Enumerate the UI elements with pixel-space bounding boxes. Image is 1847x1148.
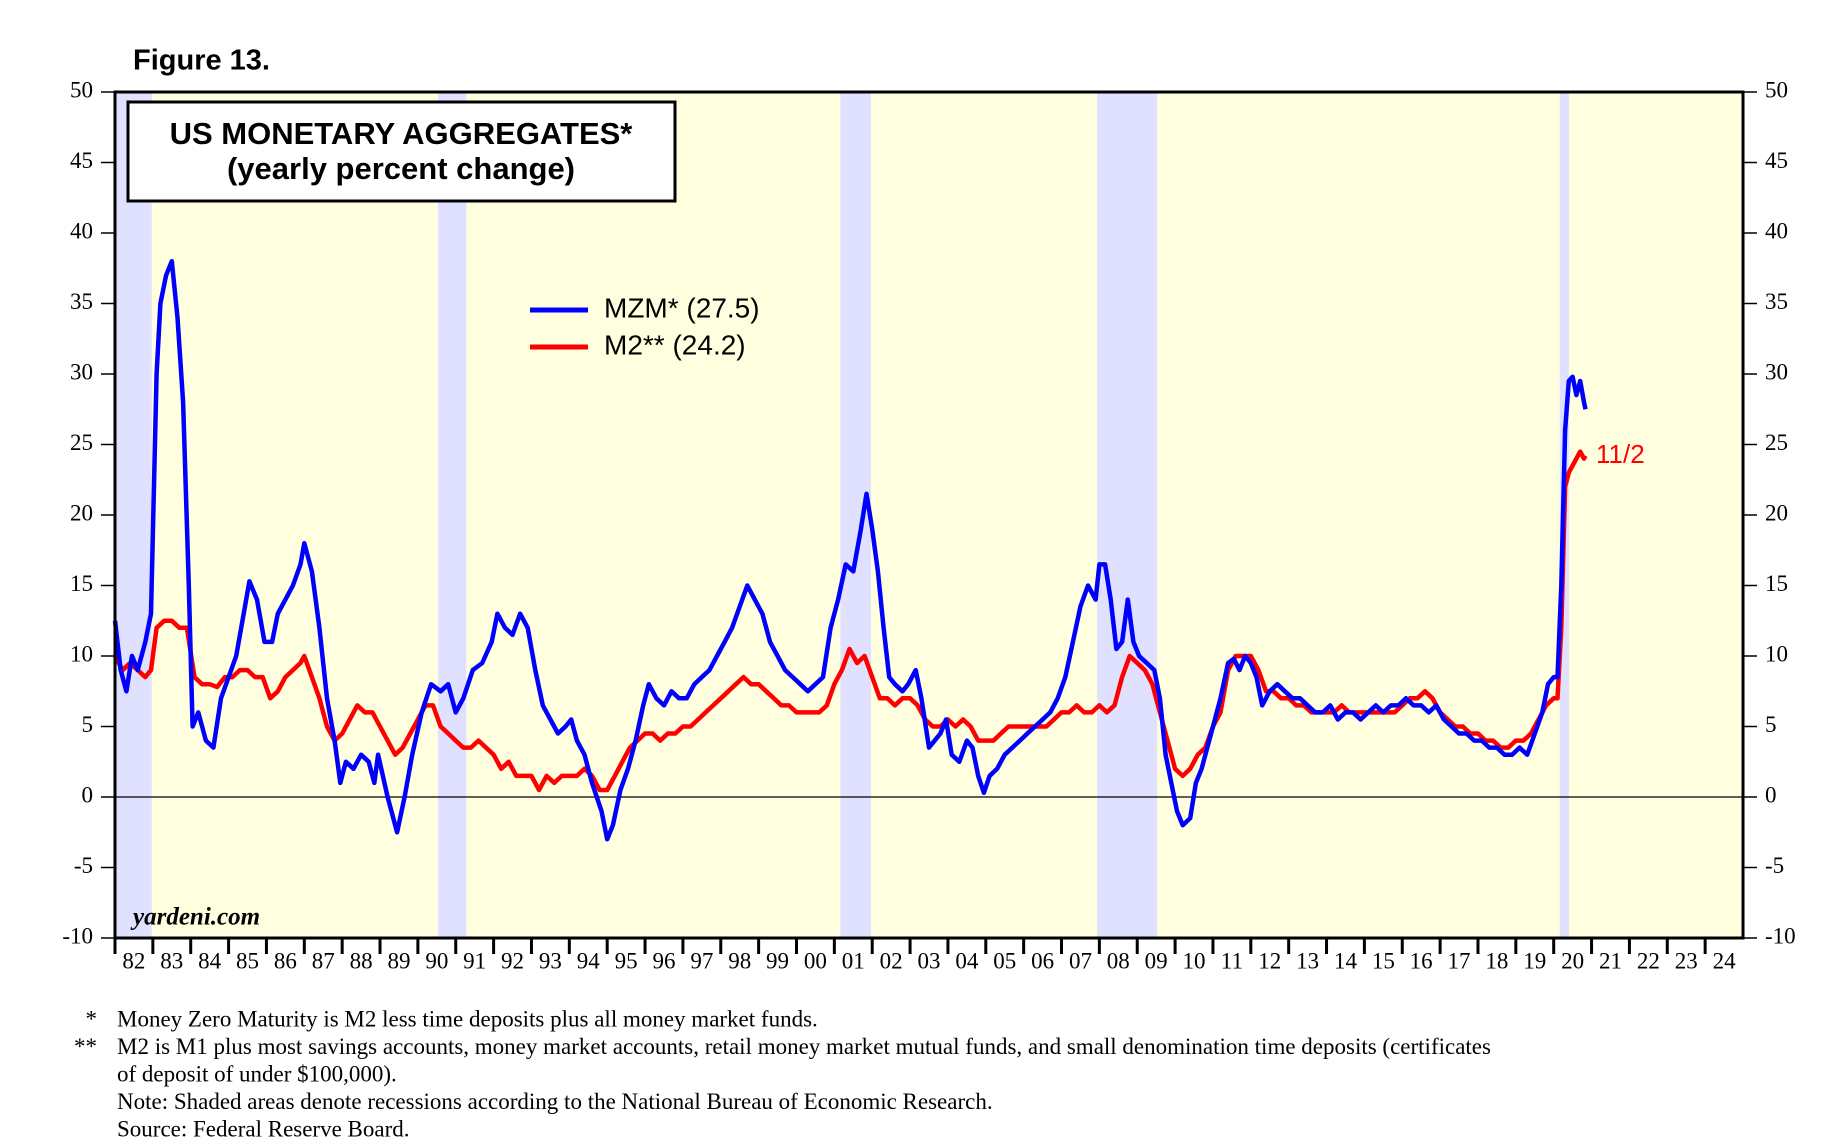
x-tick-label: 15 (1372, 948, 1395, 973)
figure-label: Figure 13. (133, 45, 270, 77)
x-tick-label: 20 (1561, 948, 1584, 973)
x-tick-label: 08 (1107, 948, 1130, 973)
x-tick-label: 21 (1599, 948, 1622, 973)
x-tick-label: 05 (993, 948, 1016, 973)
annotation: 11/2 (1596, 439, 1645, 469)
y-tick-label: 10 (70, 641, 93, 666)
x-tick-label: 16 (1410, 948, 1433, 973)
x-tick-label: 01 (842, 948, 865, 973)
x-tick-label: 04 (955, 948, 979, 973)
y2-tick-label: 45 (1765, 148, 1788, 173)
x-tick-label: 84 (198, 948, 222, 973)
x-tick-label: 89 (387, 948, 410, 973)
y2-tick-label: 50 (1765, 77, 1788, 102)
x-tick-label: 88 (350, 948, 373, 973)
x-tick-label: 92 (501, 948, 524, 973)
y-tick-label: 50 (70, 77, 93, 102)
legend-label: MZM* (27.5) (604, 292, 760, 323)
x-tick-label: 14 (1334, 948, 1358, 973)
footnote: Note: Shaded areas denote recessions acc… (117, 1089, 993, 1114)
footnote: Money Zero Maturity is M2 less time depo… (117, 1006, 818, 1031)
footnote: of deposit of under $100,000). (117, 1061, 397, 1086)
x-tick-label: 85 (236, 948, 259, 973)
plot-background (115, 92, 1743, 938)
recession-band (115, 92, 152, 938)
x-tick-label: 96 (652, 948, 675, 973)
y2-tick-label: 15 (1765, 571, 1788, 596)
y2-tick-label: 0 (1765, 782, 1777, 807)
y2-tick-label: 40 (1765, 218, 1788, 243)
recession-band (437, 92, 467, 938)
y-tick-label: 20 (70, 500, 93, 525)
y-tick-label: 35 (70, 289, 93, 314)
y-tick-label: -5 (74, 853, 93, 878)
x-tick-label: 02 (880, 948, 903, 973)
y2-tick-label: -5 (1765, 853, 1784, 878)
y2-tick-label: 35 (1765, 289, 1788, 314)
x-tick-label: 90 (425, 948, 448, 973)
y2-tick-label: 30 (1765, 359, 1788, 384)
y2-tick-label: -10 (1765, 923, 1796, 948)
title-box (126, 100, 677, 203)
x-tick-label: 11 (1221, 948, 1243, 973)
y-tick-label: 0 (82, 782, 94, 807)
y-tick-label: 5 (82, 712, 94, 737)
x-tick-label: 93 (539, 948, 562, 973)
y-tick-label: 40 (70, 218, 93, 243)
x-tick-label: 83 (160, 948, 183, 973)
y-tick-label: 15 (70, 571, 93, 596)
y-tick-label: 30 (70, 359, 93, 384)
chart-subtitle: (yearly percent change) (227, 151, 575, 186)
watermark: yardeni.com (130, 904, 260, 931)
x-tick-label: 03 (918, 948, 941, 973)
footnote: M2 is M1 plus most savings accounts, mon… (117, 1034, 1491, 1059)
x-tick-label: 13 (1296, 948, 1319, 973)
x-tick-label: 12 (1258, 948, 1281, 973)
y2-tick-label: 25 (1765, 430, 1788, 455)
x-tick-label: 98 (728, 948, 751, 973)
x-tick-label: 91 (463, 948, 486, 973)
y2-tick-label: 10 (1765, 641, 1788, 666)
x-tick-label: 86 (274, 948, 297, 973)
footnote-marker: ** (74, 1034, 97, 1059)
x-tick-label: 06 (1031, 948, 1054, 973)
x-tick-label: 22 (1637, 948, 1660, 973)
x-tick-label: 17 (1448, 948, 1471, 973)
y-tick-label: -10 (62, 923, 93, 948)
x-tick-label: 23 (1675, 948, 1698, 973)
x-tick-label: 87 (312, 948, 335, 973)
x-tick-label: 19 (1523, 948, 1546, 973)
plot-frame (113, 90, 1745, 940)
y-tick-label: 45 (70, 148, 93, 173)
x-tick-label: 10 (1183, 948, 1206, 973)
x-tick-label: 18 (1485, 948, 1508, 973)
x-tick-label: 95 (615, 948, 638, 973)
x-tick-label: 07 (1069, 948, 1092, 973)
legend-label: M2** (24.2) (604, 329, 746, 360)
x-tick-label: 94 (577, 948, 601, 973)
x-tick-label: 24 (1713, 948, 1737, 973)
recession-band (1097, 92, 1158, 938)
x-tick-label: 99 (766, 948, 789, 973)
y2-tick-label: 20 (1765, 500, 1788, 525)
chart-title: US MONETARY AGGREGATES* (170, 116, 634, 151)
x-tick-label: 82 (122, 948, 145, 973)
plot-area: -10-505101520253035404550-10-50510152025… (62, 77, 1795, 1141)
x-tick-label: 97 (690, 948, 713, 973)
y2-tick-label: 5 (1765, 712, 1777, 737)
y-tick-label: 25 (70, 430, 93, 455)
x-tick-label: 09 (1145, 948, 1168, 973)
x-tick-label: 00 (804, 948, 827, 973)
footnote-marker: * (86, 1006, 98, 1031)
series-line (112, 258, 1588, 842)
footnote: Source: Federal Reserve Board. (117, 1116, 410, 1141)
recession-band (840, 92, 872, 938)
